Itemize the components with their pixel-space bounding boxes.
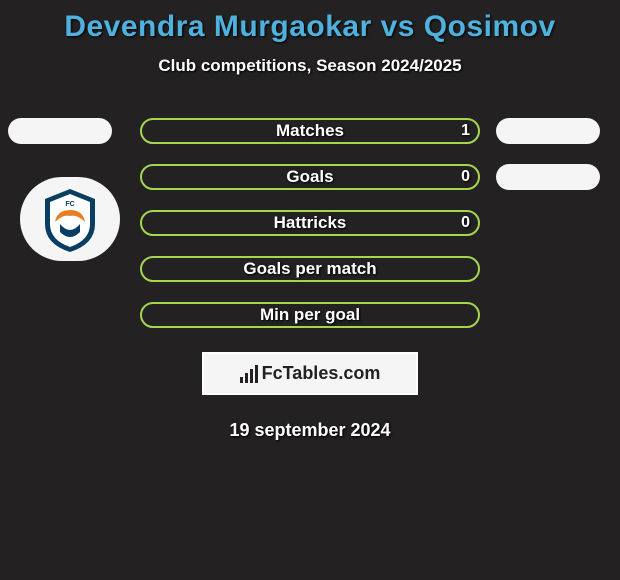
logo-text: FcTables.com — [262, 363, 381, 384]
bar-chart-icon — [240, 365, 258, 383]
comparison-title: Devendra Murgaokar vs Qosimov — [0, 0, 620, 44]
stat-bar: Matches1 — [140, 118, 480, 144]
club-badge: FC — [20, 177, 120, 261]
stat-value: 0 — [461, 210, 470, 236]
stat-row: Goals per match — [0, 256, 620, 302]
stat-value: 1 — [461, 118, 470, 144]
stat-bar: Goals per match — [140, 256, 480, 282]
fctables-logo: FcTables.com — [202, 352, 418, 395]
svg-text:FC: FC — [65, 201, 74, 208]
stat-label: Matches — [140, 118, 480, 144]
comparison-subtitle: Club competitions, Season 2024/2025 — [0, 56, 620, 76]
left-value-pill — [8, 118, 112, 144]
stat-value: 0 — [461, 164, 470, 190]
stat-bar: Min per goal — [140, 302, 480, 328]
stat-label: Hattricks — [140, 210, 480, 236]
stat-row: Matches1 — [0, 118, 620, 164]
stat-row: Min per goal — [0, 302, 620, 348]
snapshot-date: 19 september 2024 — [0, 420, 620, 441]
stat-label: Min per goal — [140, 302, 480, 328]
fc-goa-icon: FC — [35, 184, 105, 254]
right-value-pill — [496, 164, 600, 190]
stat-bar: Goals0 — [140, 164, 480, 190]
stat-label: Goals per match — [140, 256, 480, 282]
stat-label: Goals — [140, 164, 480, 190]
right-value-pill — [496, 118, 600, 144]
stat-bar: Hattricks0 — [140, 210, 480, 236]
